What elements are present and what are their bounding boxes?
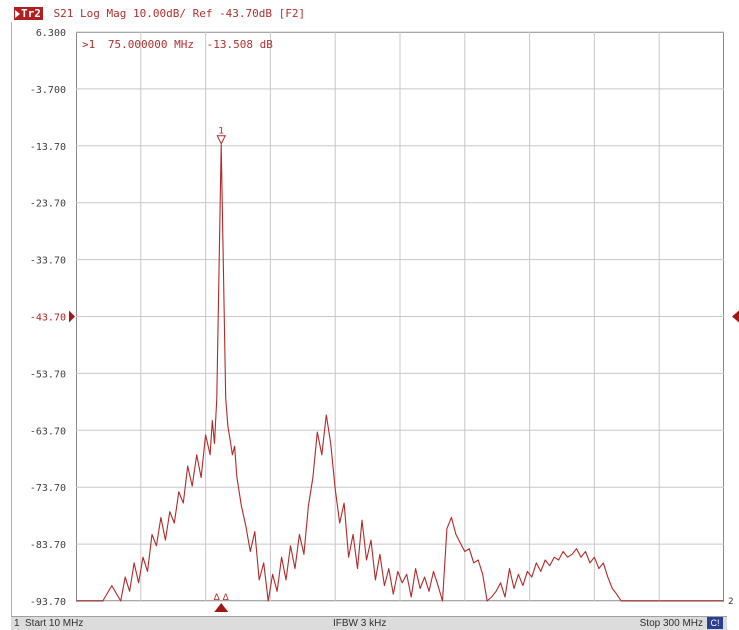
marker-readout-frequency: 75.000000 MHz [107,38,194,51]
calibration-status-badge[interactable]: C! [707,617,723,629]
y-tick-label: 6.300 [36,28,66,39]
trace-layer [76,144,724,602]
y-tick-label: -3.700 [30,85,66,96]
channel-number: 1 [14,618,20,629]
right-edge-label: 2 [728,597,734,607]
reference-level-right-arrow [732,310,739,323]
y-tick-label: -33.70 [30,256,66,267]
window-left-border [11,22,12,616]
marker-readout-label: >1 [82,38,96,51]
y-tick-labels: 6.300 -3.700 -13.70 -23.70 -33.70 -43.70 -53.7… [30,28,66,608]
y-tick-label: -53.70 [30,369,66,380]
trace-header[interactable]: Tr2 S21 Log Mag 10.00dB/ Ref -43.70dB [F… [14,7,725,23]
stimulus-marker-label: Δ [214,593,221,603]
trace-line-s21 [76,144,724,602]
start-frequency[interactable]: Start 10 MHz [25,618,84,629]
stimulus-marker-label: Δ [223,593,230,603]
marker-readout: >1 75.000000 MHz -13.508 dB [82,38,279,51]
marker-readout-value: -13.508 dB [206,38,273,51]
y-tick-label: -73.70 [30,483,66,494]
y-tick-label: -23.70 [30,199,66,210]
reference-level-left-arrow [69,310,75,323]
y-tick-label: -83.70 [30,540,66,551]
trace-tag[interactable]: Tr2 [14,7,43,20]
ifbw-label[interactable]: IFBW 3 kHz [333,618,387,629]
y-tick-label: -13.70 [30,142,66,153]
active-marker-triangle [214,603,229,612]
trace-format-label: S21 Log Mag 10.00dB/ Ref -43.70dB [F2] [53,7,306,20]
grid [76,31,724,602]
y-tick-label: -93.70 [30,597,66,608]
y-tick-label: -43.70 [30,313,66,324]
marker-1-triangle [216,135,227,145]
marker-1-label: 1 [218,127,224,137]
y-tick-label: -63.70 [30,426,66,437]
marker-layer: 1 Δ Δ 2 [69,127,739,612]
stop-frequency[interactable]: Stop 300 MHz [639,618,703,629]
status-bar: 1 Start 10 MHz IFBW 3 kHz Stop 300 MHz C… [11,616,727,630]
